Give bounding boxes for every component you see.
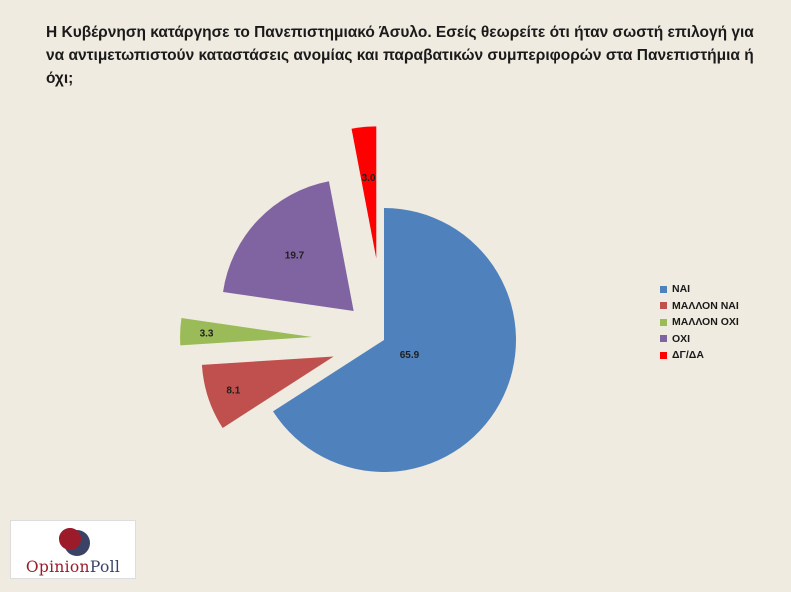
legend-swatch <box>660 351 667 359</box>
logo-mark-icon <box>59 528 90 556</box>
pie-slice-mallon-oxi <box>180 318 313 346</box>
legend: ΝΑΙ ΜΑΛΛΟΝ ΝΑΙ ΜΑΛΛΟΝ ΟΧΙ ΟΧΙ ΔΓ/ΔΑ <box>660 281 739 364</box>
slice-label-oxi: 19.7 <box>285 250 305 261</box>
legend-item-oxi: ΟΧΙ <box>660 331 739 348</box>
legend-item-mallon-oxi: ΜΑΛΛΟΝ ΟΧΙ <box>660 314 739 331</box>
slice-label-nai: 65.9 <box>400 350 420 361</box>
chart-title: Η Κυβέρνηση κατάργησε το Πανεπιστημιακό … <box>46 24 754 87</box>
pie-slice-mallon-nai <box>201 356 334 428</box>
logo-text: OpinionPoll <box>25 558 121 576</box>
legend-item-dg-da: ΔΓ/ΔΑ <box>660 347 739 364</box>
legend-swatch <box>660 285 667 293</box>
legend-swatch <box>660 335 667 343</box>
legend-swatch <box>660 318 667 326</box>
slice-label-mallon-oxi: 3.3 <box>200 329 214 340</box>
pie-slice-oxi <box>223 181 354 311</box>
legend-label: ΔΓ/ΔΑ <box>672 349 704 362</box>
pie-slice-dg-da <box>351 126 377 259</box>
slice-label-dg-da: 3.0 <box>362 173 376 184</box>
legend-item-mallon-nai: ΜΑΛΛΟΝ ΝΑΙ <box>660 298 739 315</box>
opinionpoll-logo: OpinionPoll <box>10 520 136 579</box>
legend-label: ΜΑΛΛΟΝ ΝΑΙ <box>672 299 739 312</box>
legend-label: ΟΧΙ <box>672 332 691 345</box>
legend-item-nai: ΝΑΙ <box>660 281 739 298</box>
legend-label: ΝΑΙ <box>672 283 691 296</box>
legend-label: ΜΑΛΛΟΝ ΟΧΙ <box>672 316 739 329</box>
pie-slice-nai <box>272 208 516 472</box>
legend-swatch <box>660 302 667 310</box>
slice-label-mallon-nai: 8.1 <box>226 385 240 396</box>
